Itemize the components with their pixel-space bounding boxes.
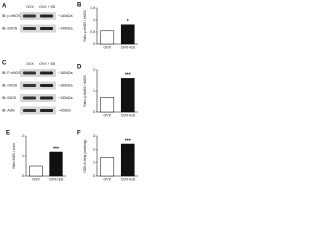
bar xyxy=(100,97,115,113)
y-tick-label: 1 xyxy=(93,89,95,93)
significance: *** xyxy=(125,138,131,144)
band xyxy=(40,96,53,100)
y-tick-label: 2 xyxy=(93,147,95,151)
band xyxy=(23,27,36,30)
band xyxy=(23,84,36,87)
band xyxy=(23,71,36,75)
blot-strip xyxy=(20,81,56,90)
figure: A OVX OVX + E8 IB: p-eNOS ~140kDa IB: eNOS ~14… xyxy=(2,3,138,181)
x-tick-label: OVX xyxy=(103,177,111,181)
x-tick-label: OVX+E8 xyxy=(121,177,135,181)
significance: * xyxy=(127,19,129,25)
significance: *** xyxy=(125,73,131,79)
panel-letter: F xyxy=(77,131,81,137)
band xyxy=(40,27,53,30)
y-tick-label: 0.5 xyxy=(90,30,95,34)
band xyxy=(23,109,36,112)
size-label: ~140kDa xyxy=(58,26,73,30)
size-label: ~140kDa xyxy=(58,14,73,18)
size-label: ~160kDa xyxy=(58,71,73,75)
x-tick-label: OVX+E8 xyxy=(121,45,135,49)
band xyxy=(23,14,36,18)
y-tick-label: 0 xyxy=(93,110,95,114)
bar xyxy=(29,165,43,177)
row-label: IB: iNOS xyxy=(2,96,17,100)
x-tick-label: OVX xyxy=(103,45,111,49)
blot-strip xyxy=(20,106,56,115)
x-tick-label: OVX xyxy=(32,177,40,181)
y-tick-label: 3 xyxy=(93,134,95,138)
blot-strip xyxy=(20,12,56,20)
size-label: ~42kDa xyxy=(58,108,71,112)
band xyxy=(23,96,36,100)
x-tick-label: OVX+E8 xyxy=(121,113,135,117)
x-tick-label: OVX+E8 xyxy=(49,177,63,181)
y-tick-label: 0 xyxy=(93,42,95,46)
band xyxy=(40,109,53,112)
y-tick-label: 0 xyxy=(22,174,24,178)
bar xyxy=(49,151,63,177)
band xyxy=(40,14,53,18)
size-label: ~160kDa xyxy=(58,83,73,87)
y-axis-label: NOS Activity (nmol/mg) xyxy=(83,140,87,173)
y-tick-label: 2 xyxy=(93,68,95,72)
y-tick-label: 1 xyxy=(22,154,24,158)
blot-strip xyxy=(20,24,56,33)
lane-label: OVX xyxy=(26,62,34,66)
y-axis-label: Ratio p-eNOS / eNOS xyxy=(83,10,87,41)
bar xyxy=(120,78,135,113)
y-tick-label: 1 xyxy=(93,18,95,22)
row-label: IB: p-eNOS xyxy=(2,14,21,18)
panel-letter: D xyxy=(77,65,82,71)
panel-letter: A xyxy=(2,4,7,10)
row-label: IB: eNOS xyxy=(2,26,18,30)
bar xyxy=(120,24,135,45)
lane-label: OVX + E8 xyxy=(39,5,55,9)
bar xyxy=(100,157,115,177)
band xyxy=(40,71,53,75)
bar xyxy=(100,30,115,45)
band xyxy=(40,84,53,87)
bar xyxy=(120,143,135,177)
y-axis-label: Ratio iNOS / actin xyxy=(12,143,16,169)
blot-strip xyxy=(20,94,56,102)
row-label: IB: Actin xyxy=(2,108,15,112)
y-tick-label: 1 xyxy=(93,161,95,165)
row-label: IB: P-nNOS xyxy=(2,71,21,75)
x-tick-label: OVX xyxy=(103,113,111,117)
row-label: IB: nNOS xyxy=(2,83,18,87)
panel-letter: E xyxy=(6,131,10,137)
y-tick-label: 1.5 xyxy=(90,6,95,10)
y-tick-label: 2 xyxy=(22,134,24,138)
panel-letter: B xyxy=(77,3,82,9)
y-axis-label: Ratio p-nNOS / nNOS xyxy=(83,75,87,106)
significance: *** xyxy=(53,146,59,152)
panel-letter: C xyxy=(2,61,7,67)
lane-label: OVX xyxy=(26,5,34,9)
y-tick-label: 0 xyxy=(93,174,95,178)
blot-strip xyxy=(20,69,56,77)
size-label: ~130kDa xyxy=(58,96,73,100)
lane-label: OVX + E8 xyxy=(39,62,55,66)
